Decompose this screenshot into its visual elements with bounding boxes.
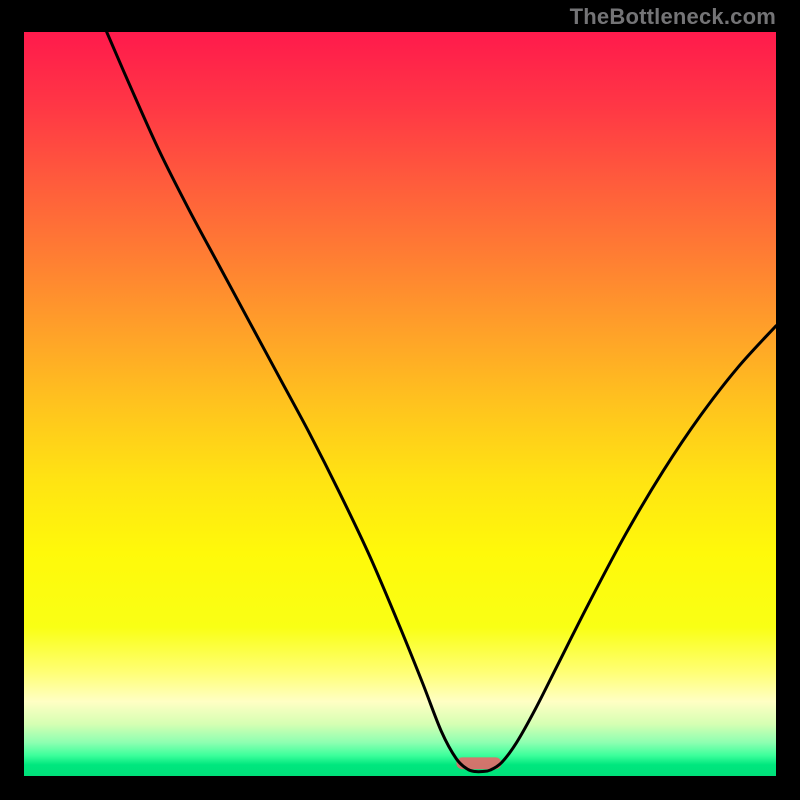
chart-background: [24, 32, 776, 776]
chart-frame: TheBottleneck.com: [0, 0, 800, 800]
plot-area: [24, 32, 776, 776]
watermark-text: TheBottleneck.com: [570, 4, 776, 30]
chart-svg: [24, 32, 776, 776]
